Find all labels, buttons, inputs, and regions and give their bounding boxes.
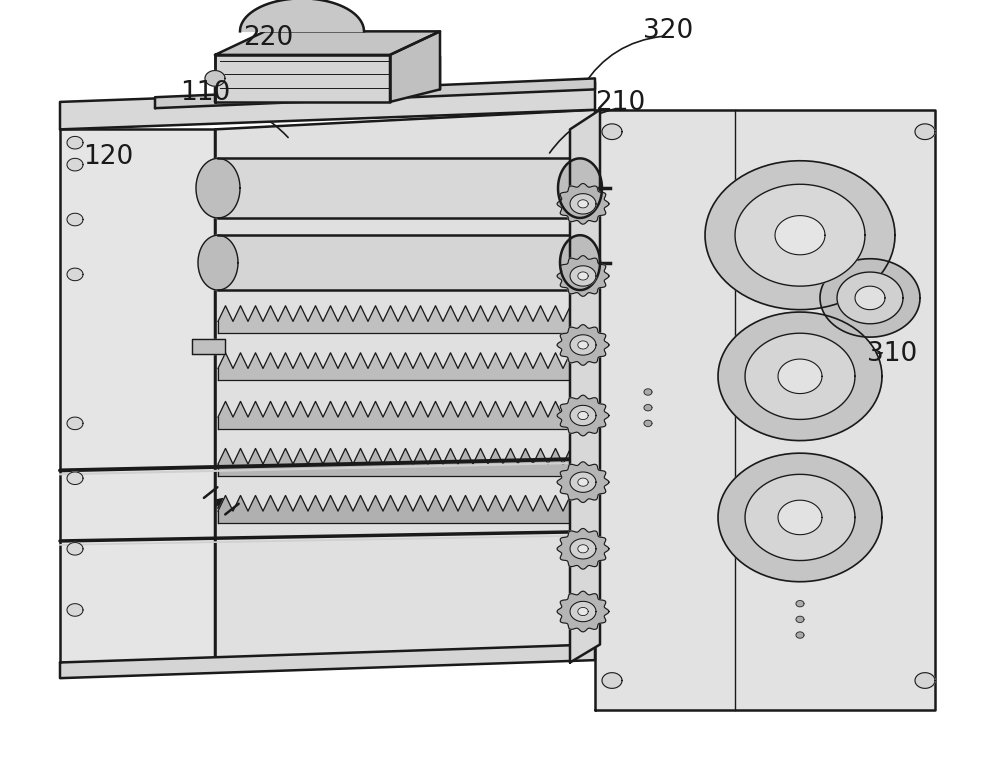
- Polygon shape: [578, 200, 588, 208]
- Polygon shape: [745, 333, 855, 419]
- Polygon shape: [578, 545, 588, 553]
- Text: 210: 210: [595, 90, 645, 117]
- Polygon shape: [60, 644, 595, 678]
- Polygon shape: [67, 472, 83, 485]
- Polygon shape: [215, 31, 440, 55]
- Polygon shape: [67, 158, 83, 171]
- Text: 220: 220: [243, 24, 293, 51]
- Polygon shape: [198, 235, 238, 290]
- Polygon shape: [218, 353, 578, 380]
- Polygon shape: [595, 110, 935, 710]
- Polygon shape: [240, 0, 364, 31]
- Text: 310: 310: [867, 341, 917, 368]
- Polygon shape: [578, 478, 588, 486]
- Polygon shape: [557, 528, 609, 569]
- Polygon shape: [570, 194, 596, 214]
- Polygon shape: [578, 341, 588, 349]
- Polygon shape: [570, 472, 596, 492]
- Polygon shape: [915, 124, 935, 140]
- Polygon shape: [578, 412, 588, 419]
- Text: 120: 120: [83, 143, 133, 170]
- Polygon shape: [218, 448, 578, 476]
- Polygon shape: [557, 395, 609, 436]
- Polygon shape: [778, 500, 822, 535]
- Polygon shape: [778, 359, 822, 394]
- Polygon shape: [602, 673, 622, 688]
- Polygon shape: [602, 124, 622, 140]
- Polygon shape: [557, 462, 609, 503]
- Polygon shape: [218, 306, 578, 333]
- Polygon shape: [390, 31, 440, 102]
- Polygon shape: [735, 184, 865, 286]
- Polygon shape: [67, 213, 83, 226]
- Polygon shape: [67, 543, 83, 555]
- Polygon shape: [67, 417, 83, 430]
- Polygon shape: [570, 335, 596, 355]
- Polygon shape: [67, 604, 83, 616]
- Polygon shape: [775, 216, 825, 255]
- Polygon shape: [67, 136, 83, 149]
- Polygon shape: [218, 158, 580, 218]
- Polygon shape: [218, 235, 580, 290]
- Polygon shape: [570, 601, 596, 622]
- Polygon shape: [67, 268, 83, 281]
- Polygon shape: [820, 259, 920, 337]
- Polygon shape: [570, 539, 596, 559]
- Polygon shape: [558, 158, 602, 218]
- Polygon shape: [215, 56, 440, 102]
- Polygon shape: [155, 78, 595, 108]
- Polygon shape: [570, 110, 600, 662]
- Polygon shape: [745, 474, 855, 561]
- Polygon shape: [796, 601, 804, 607]
- Polygon shape: [192, 339, 225, 354]
- Polygon shape: [718, 312, 882, 441]
- Polygon shape: [855, 286, 885, 310]
- Polygon shape: [915, 673, 935, 688]
- Polygon shape: [578, 608, 588, 615]
- Polygon shape: [215, 55, 390, 102]
- Polygon shape: [705, 161, 895, 310]
- Polygon shape: [644, 389, 652, 395]
- Polygon shape: [218, 401, 578, 429]
- Polygon shape: [796, 632, 804, 638]
- Polygon shape: [557, 256, 609, 296]
- Polygon shape: [837, 272, 903, 324]
- Polygon shape: [205, 71, 225, 86]
- Polygon shape: [570, 266, 596, 286]
- Polygon shape: [557, 591, 609, 632]
- Polygon shape: [578, 272, 588, 280]
- Polygon shape: [196, 158, 240, 218]
- Polygon shape: [60, 82, 595, 129]
- Polygon shape: [796, 616, 804, 622]
- Polygon shape: [560, 235, 600, 290]
- Polygon shape: [218, 495, 578, 523]
- Polygon shape: [644, 420, 652, 426]
- Polygon shape: [215, 110, 595, 662]
- Polygon shape: [644, 405, 652, 411]
- Polygon shape: [557, 183, 609, 224]
- Polygon shape: [718, 453, 882, 582]
- Polygon shape: [570, 405, 596, 426]
- Polygon shape: [60, 129, 215, 662]
- Text: 110: 110: [180, 79, 230, 106]
- Polygon shape: [557, 325, 609, 365]
- Text: 320: 320: [643, 18, 693, 45]
